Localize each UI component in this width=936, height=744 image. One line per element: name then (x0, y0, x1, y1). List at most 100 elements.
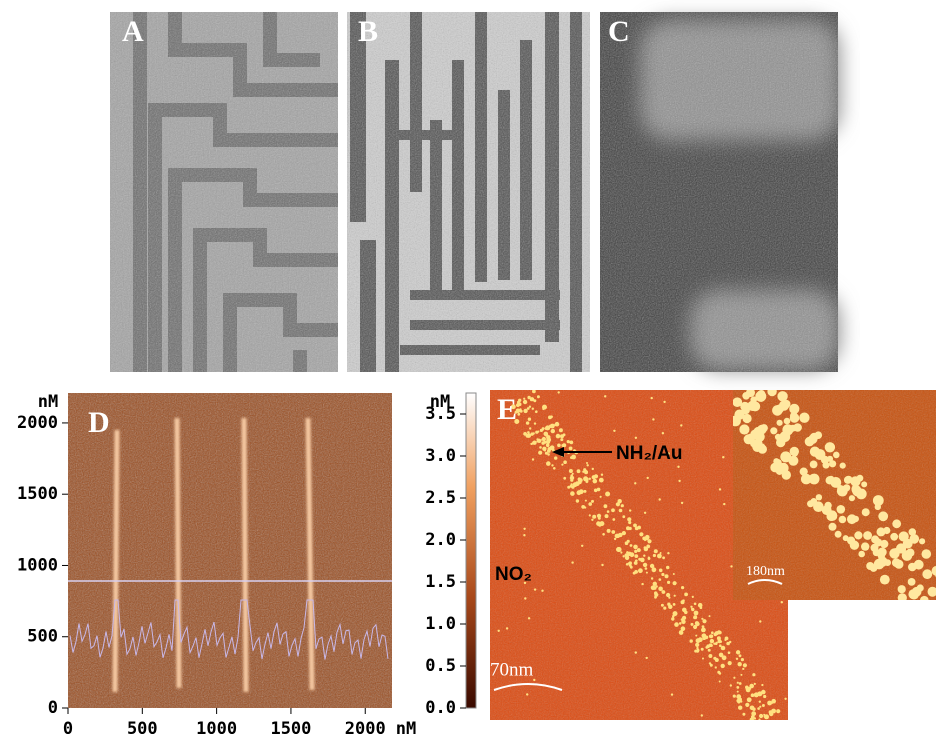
colorbar-tick-label: 0.0 (425, 698, 456, 718)
particle (625, 554, 629, 558)
particle (702, 619, 706, 623)
particle (671, 693, 673, 695)
particle (922, 569, 932, 579)
particle (660, 552, 662, 554)
particle (599, 521, 604, 526)
particle (691, 608, 694, 611)
scale-bar-label: 70nm (490, 659, 534, 680)
particle (789, 404, 799, 414)
particle (721, 646, 726, 651)
particle (784, 418, 791, 425)
particle (635, 651, 637, 653)
particle (736, 686, 739, 689)
particle (790, 413, 800, 423)
particle (569, 469, 573, 473)
particle (584, 490, 587, 493)
colorbar-tick-label: 2.5 (425, 488, 456, 508)
particle (591, 500, 594, 503)
particle (662, 432, 664, 434)
particle (737, 691, 739, 693)
particle (529, 427, 531, 429)
particle (634, 482, 636, 484)
particle (555, 422, 560, 427)
particle (839, 516, 847, 524)
particle (663, 607, 666, 610)
particle (780, 451, 791, 462)
particle (620, 551, 622, 553)
particle (708, 649, 711, 652)
particle (534, 588, 536, 590)
particle (871, 544, 879, 552)
particle (662, 556, 665, 559)
particle (909, 608, 916, 615)
particle (535, 410, 538, 413)
panel-c: C (600, 12, 840, 372)
particle (641, 583, 643, 585)
colorbar-tick-label: 1.5 (425, 572, 456, 592)
particle (833, 452, 840, 459)
particle (654, 591, 657, 594)
particle (542, 437, 546, 441)
particle (917, 584, 924, 591)
particle (698, 637, 703, 642)
particle (690, 606, 692, 608)
particle (733, 397, 743, 407)
particle (702, 658, 704, 660)
particle (709, 643, 713, 647)
particle (506, 627, 508, 629)
particle (762, 704, 765, 707)
particle (810, 447, 820, 457)
particle (634, 561, 638, 565)
particle (757, 390, 765, 398)
particle (638, 558, 641, 561)
particle (526, 693, 528, 695)
particle (919, 538, 925, 544)
particle (745, 703, 749, 707)
particle (611, 508, 615, 512)
particle (639, 532, 643, 536)
particle (635, 437, 637, 439)
particle (526, 421, 529, 424)
particle (759, 620, 761, 622)
particle (605, 514, 609, 518)
particle (528, 418, 531, 421)
particle (851, 485, 859, 493)
particle (577, 469, 581, 473)
particle (648, 539, 651, 542)
particle (723, 503, 725, 505)
particle (920, 596, 929, 605)
particle (569, 447, 573, 451)
particle (498, 630, 500, 632)
particle (578, 479, 581, 482)
particle (776, 709, 780, 713)
colorbar-tick-label: 0.5 (425, 656, 456, 676)
particle (563, 477, 566, 480)
particle (593, 479, 598, 484)
particle (738, 662, 742, 666)
colorbar-tick-label: 3.0 (425, 446, 456, 466)
particle (746, 688, 751, 693)
particle (673, 611, 678, 616)
particle (770, 427, 777, 434)
particle (524, 597, 526, 599)
particle (536, 438, 538, 440)
particle (710, 664, 713, 667)
particle (621, 504, 624, 507)
particle (629, 509, 631, 511)
particle (651, 397, 653, 399)
x-unit: nM (396, 719, 416, 739)
particle (592, 515, 596, 519)
particle (793, 423, 802, 432)
particle (749, 684, 754, 689)
particle (517, 401, 520, 404)
particle (569, 441, 573, 445)
colorbar-tick-label: 1.0 (425, 614, 456, 634)
particle (673, 603, 676, 606)
particle (709, 634, 713, 638)
particle (738, 706, 742, 710)
particle (591, 519, 593, 521)
particle (668, 605, 672, 609)
particle (547, 435, 551, 439)
particle (619, 509, 623, 513)
particle (678, 480, 680, 482)
